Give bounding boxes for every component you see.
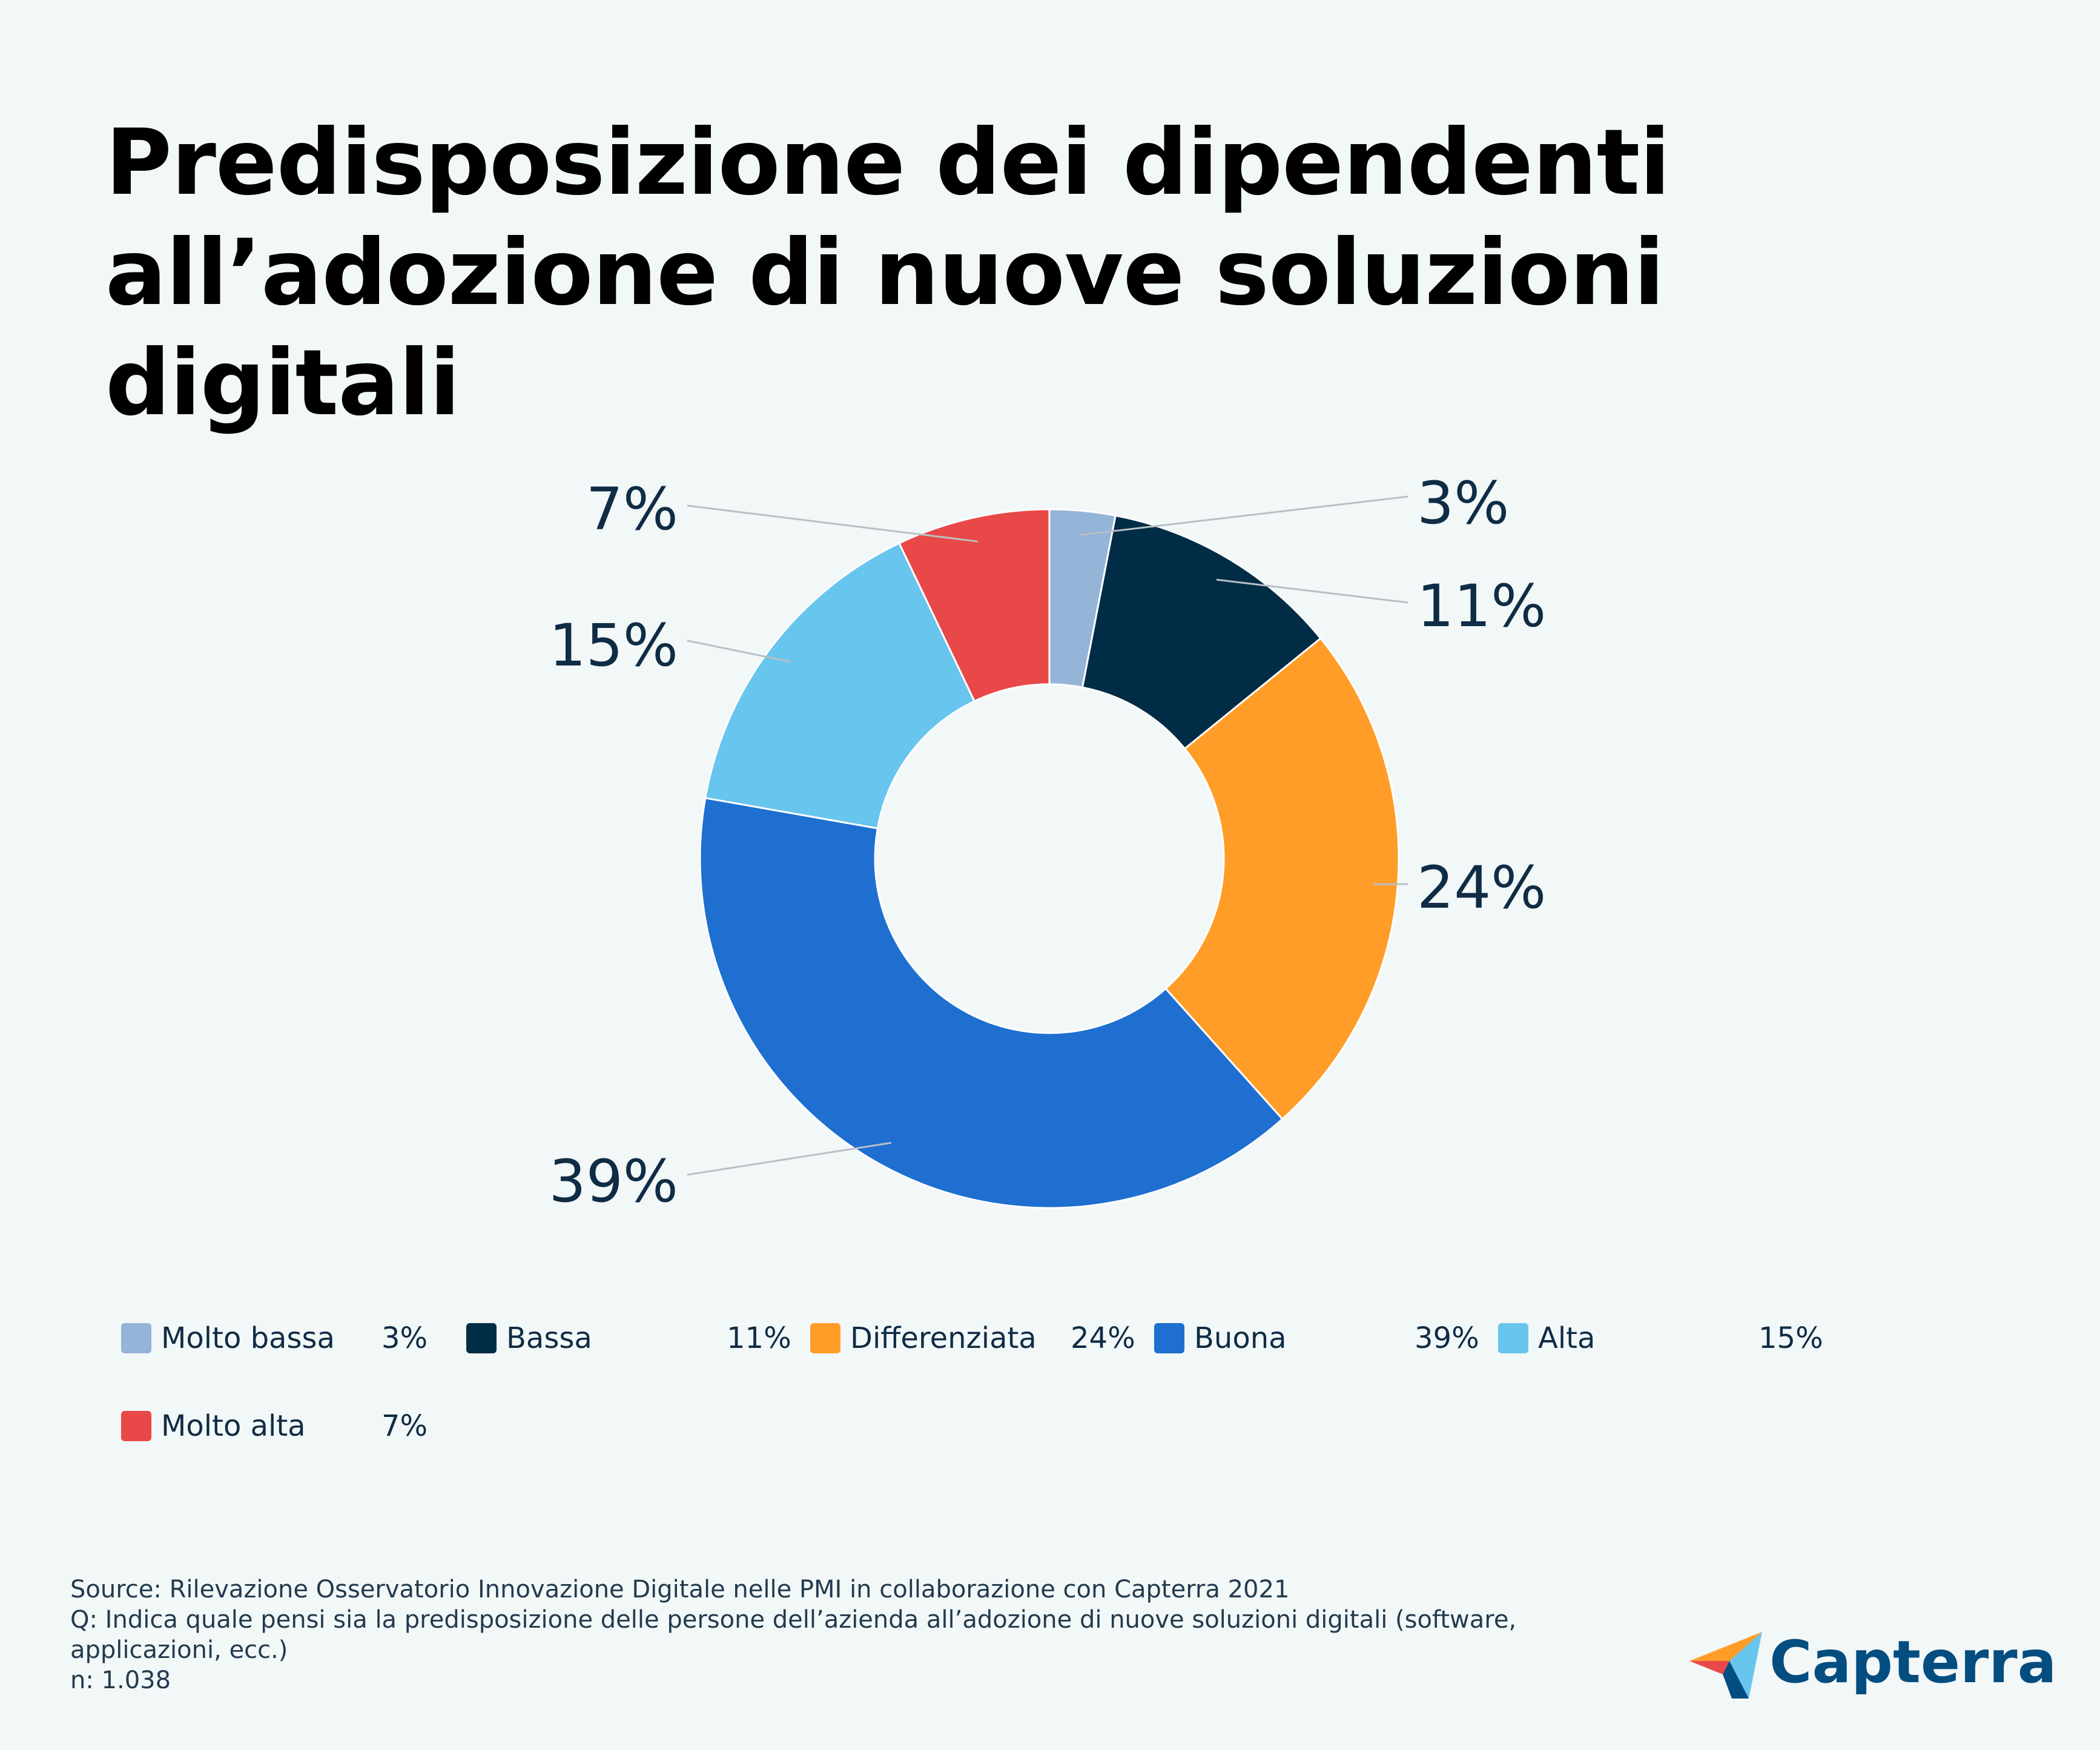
legend-value: 7% bbox=[381, 1409, 428, 1443]
leader-line bbox=[687, 639, 791, 663]
legend-swatch bbox=[1154, 1323, 1184, 1353]
leader-lines bbox=[687, 495, 1408, 1176]
slice-labels: 3% 11% 24% 39% 15% 7% bbox=[549, 469, 1547, 1215]
legend-item: Buona 39% bbox=[1154, 1320, 1493, 1356]
source-line: Source: Rilevazione Osservatorio Innovaz… bbox=[70, 1576, 1290, 1603]
donut-slices bbox=[699, 508, 1400, 1209]
legend-swatch bbox=[121, 1411, 151, 1441]
question-line: Q: Indica quale pensi sia la predisposiz… bbox=[70, 1606, 1517, 1634]
capterra-logo: Capterra bbox=[1689, 1623, 2056, 1702]
legend-item: Molto alta 7% bbox=[121, 1408, 460, 1444]
legend-label: Buona bbox=[1194, 1321, 1287, 1355]
slice-differenziata bbox=[1164, 637, 1400, 1121]
capterra-logo-text: Capterra bbox=[1769, 1628, 2057, 1696]
legend-label: Molto bassa bbox=[161, 1321, 335, 1355]
donut-chart: 3% 11% 24% 39% 15% 7% bbox=[549, 469, 1547, 1215]
slice-buona bbox=[699, 797, 1284, 1209]
slice-bassa bbox=[1081, 514, 1322, 750]
legend-value: 24% bbox=[1071, 1321, 1135, 1355]
slice-label: 7% bbox=[586, 475, 678, 543]
legend-value: 39% bbox=[1415, 1321, 1479, 1355]
slice-label: 11% bbox=[1417, 572, 1546, 640]
leader-line bbox=[1080, 495, 1408, 536]
legend-swatch bbox=[1498, 1323, 1528, 1353]
leader-line bbox=[687, 1141, 892, 1176]
sample-size: n: 1.038 bbox=[70, 1666, 171, 1694]
slice-alta bbox=[704, 542, 976, 830]
slice-label: 15% bbox=[549, 612, 678, 679]
legend-value: 15% bbox=[1758, 1321, 1823, 1355]
legend-swatch bbox=[466, 1323, 497, 1353]
chart-title: Predisposizione dei dipendenti all’adozi… bbox=[105, 108, 1983, 438]
legend-label: Bassa bbox=[506, 1321, 592, 1355]
legend-item: Alta 15% bbox=[1498, 1320, 1837, 1356]
legend-swatch bbox=[121, 1323, 151, 1353]
capterra-arrow-icon bbox=[1689, 1632, 1762, 1699]
legend-item: Differenziata 24% bbox=[810, 1320, 1149, 1356]
legend-item: Molto bassa 3% bbox=[121, 1320, 460, 1356]
legend-label: Differenziata bbox=[850, 1321, 1037, 1355]
chart-title-line-1: Predisposizione dei dipendenti bbox=[105, 110, 1671, 216]
slice-label: 3% bbox=[1417, 469, 1509, 537]
slice-label: 24% bbox=[1417, 854, 1546, 922]
slice-molto-alta bbox=[898, 508, 1051, 702]
slice-label: 39% bbox=[549, 1147, 678, 1215]
chart-title-line-2: all’adozione di nuove soluzioni digitali bbox=[105, 220, 1665, 436]
legend-value: 3% bbox=[381, 1321, 428, 1355]
legend-swatch bbox=[810, 1323, 840, 1353]
leader-line bbox=[1216, 578, 1408, 604]
legend-item: Bassa 11% bbox=[466, 1320, 805, 1356]
legend-value: 11% bbox=[727, 1321, 791, 1355]
question-line-continued: applicazioni, ecc.) bbox=[70, 1636, 288, 1664]
legend-label: Molto alta bbox=[161, 1409, 306, 1443]
legend-label: Alta bbox=[1538, 1321, 1596, 1355]
leader-line bbox=[687, 504, 978, 543]
source-note: Source: Rilevazione Osservatorio Innovaz… bbox=[70, 1574, 1675, 1696]
leader-line bbox=[1373, 883, 1408, 886]
